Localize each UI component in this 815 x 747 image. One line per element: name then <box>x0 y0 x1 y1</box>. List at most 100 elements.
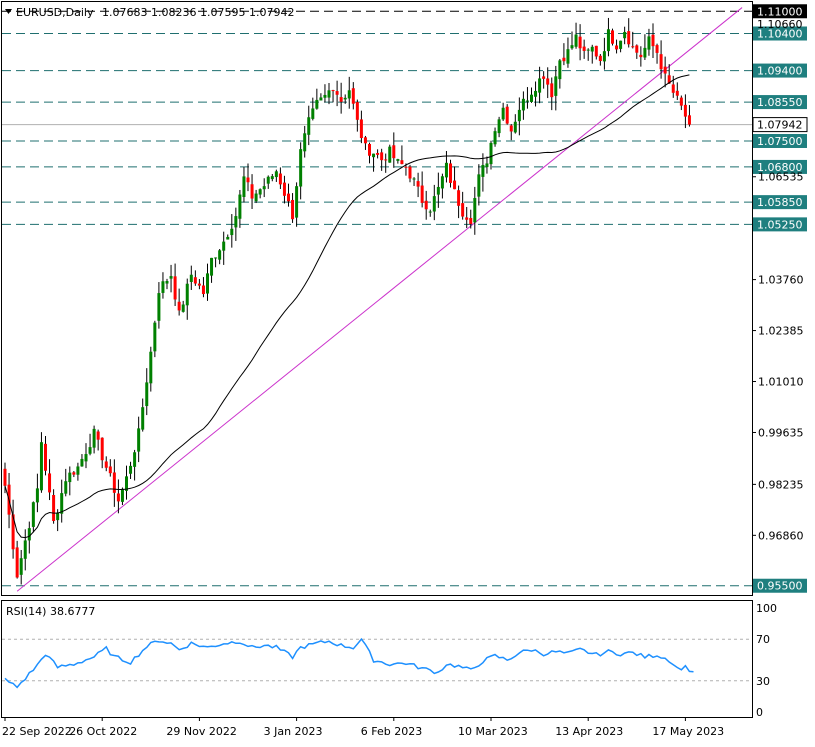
candle-body <box>246 177 250 183</box>
candle-78 <box>319 93 323 101</box>
candle-7 <box>31 501 35 533</box>
candle-body <box>505 106 509 124</box>
level-label-bg-4 <box>753 133 807 148</box>
candle-115 <box>469 209 473 229</box>
candle-73 <box>299 142 303 200</box>
candle-body <box>173 276 177 300</box>
candle-body <box>663 66 667 74</box>
candle-body <box>534 90 538 97</box>
candle-body <box>270 176 274 180</box>
candle-body <box>258 189 262 195</box>
date-tick-label-7: 17 May 2023 <box>652 725 724 738</box>
candle-body <box>343 97 347 100</box>
price-tick-label-0: 1.06535 <box>758 171 804 184</box>
candle-body <box>266 176 270 184</box>
candle-61 <box>250 174 254 210</box>
candle-body <box>485 163 489 168</box>
candle-body <box>125 476 128 491</box>
candle-body <box>92 428 96 448</box>
candle-body <box>525 100 529 102</box>
price-tick-label-6: 0.96860 <box>758 529 804 542</box>
candle-143 <box>582 39 586 59</box>
level-label-bg-1 <box>753 26 807 41</box>
candle-58 <box>238 189 242 228</box>
candle-33 <box>137 416 141 463</box>
candle-95 <box>388 144 392 163</box>
candle-body <box>594 45 598 57</box>
candle-113 <box>461 191 465 220</box>
candle-body <box>254 193 258 202</box>
candle-body <box>299 149 303 187</box>
candle-body <box>197 283 201 286</box>
candle-body <box>331 90 335 92</box>
candle-53 <box>218 248 222 265</box>
candle-body <box>238 194 242 219</box>
candle-body <box>667 75 671 84</box>
candle-body <box>598 55 602 62</box>
candle-107 <box>436 172 440 208</box>
candle-50 <box>206 263 209 301</box>
candle-body <box>234 216 238 228</box>
trendline-layer <box>16 7 743 592</box>
candle-163 <box>663 56 667 88</box>
candle-body <box>206 273 209 294</box>
candle-76 <box>311 97 315 121</box>
candle-body <box>517 109 521 122</box>
candle-body <box>351 88 355 104</box>
candle-124 <box>505 104 509 125</box>
candle-59 <box>242 167 246 203</box>
candle-body <box>52 495 56 521</box>
candle-body <box>339 97 343 102</box>
candle-body <box>262 186 266 190</box>
symbol-dropdown-icon[interactable] <box>5 9 12 14</box>
candle-body <box>355 102 359 120</box>
candle-body <box>185 283 189 306</box>
candle-body <box>582 46 586 51</box>
candle-127 <box>517 97 521 136</box>
candle-body <box>542 76 546 79</box>
candle-body <box>76 466 80 475</box>
candle-155 <box>631 31 635 49</box>
candle-body <box>562 57 566 62</box>
candle-106 <box>432 184 436 221</box>
candle-body <box>400 160 404 165</box>
candle-111 <box>453 166 457 190</box>
candle-body <box>384 159 388 161</box>
candle-98 <box>400 145 404 165</box>
candle-body <box>311 108 315 119</box>
level-label-8: 0.95500 <box>757 580 803 593</box>
candle-168 <box>683 94 687 129</box>
candle-body <box>222 241 226 251</box>
candle-162 <box>659 40 663 79</box>
candle-166 <box>675 82 679 101</box>
candle-68 <box>278 167 282 190</box>
candle-body <box>145 382 149 407</box>
candle-86 <box>351 82 355 110</box>
candle-body <box>619 40 623 49</box>
hidden-level-label: 1.10660 <box>757 18 803 31</box>
candle-body <box>469 218 473 225</box>
price-tick-label-1: 1.03760 <box>758 274 804 287</box>
candle-110 <box>449 159 452 188</box>
candle-47 <box>193 270 197 286</box>
candle-84 <box>343 94 347 104</box>
candle-62 <box>254 189 258 204</box>
candle-body <box>627 31 631 45</box>
candle-body <box>687 115 691 125</box>
candle-body <box>558 60 562 80</box>
candle-130 <box>530 87 533 103</box>
candle-body <box>578 36 582 49</box>
candle-128 <box>521 91 525 120</box>
candle-12 <box>52 489 56 524</box>
candle-138 <box>562 43 566 66</box>
candle-body <box>201 285 205 295</box>
candle-156 <box>635 44 639 59</box>
candle-88 <box>359 110 363 144</box>
candle-body <box>15 547 19 578</box>
candle-74 <box>303 125 307 158</box>
candle-112 <box>457 185 461 219</box>
candle-20 <box>84 443 88 469</box>
candle-146 <box>594 45 598 60</box>
date-tick-label-5: 10 Mar 2023 <box>458 725 528 738</box>
